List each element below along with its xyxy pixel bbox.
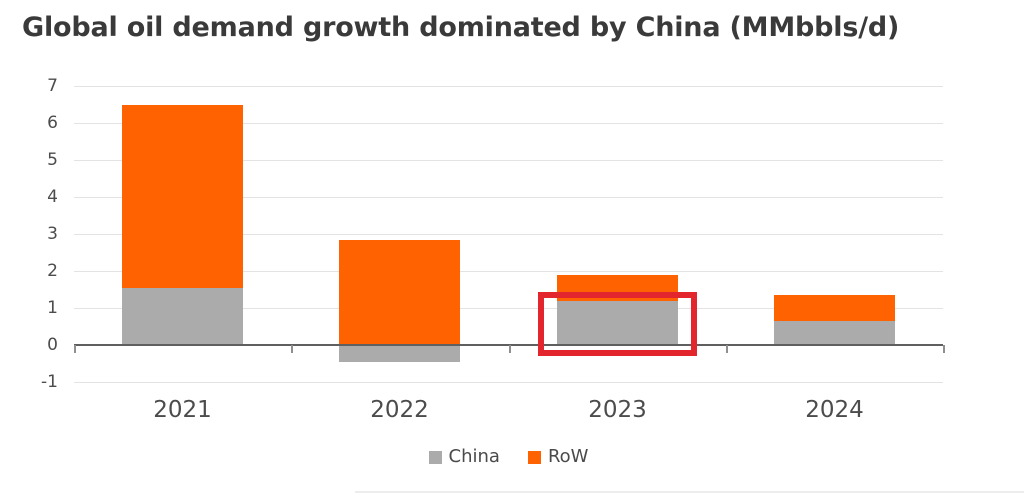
bar-segment-china-2024 — [774, 320, 895, 345]
bar-segment-row-2022 — [339, 239, 460, 345]
legend-swatch-icon — [428, 450, 442, 464]
y-axis-tick-label: 6 — [47, 113, 58, 133]
chart-legend: China RoW — [74, 446, 943, 468]
x-axis-tick — [509, 345, 511, 353]
gridline-y4 — [74, 197, 943, 198]
y-axis-tick-label: 0 — [47, 335, 58, 355]
gridline-y5 — [74, 160, 943, 161]
x-axis-tick — [291, 345, 293, 353]
x-axis-label-2023: 2023 — [588, 397, 647, 423]
legend-swatch-icon — [527, 450, 541, 464]
y-axis-tick-label: 4 — [47, 187, 58, 207]
gridline-y1 — [74, 308, 943, 309]
gridline-y6 — [74, 123, 943, 124]
gridline-y3 — [74, 234, 943, 235]
highlight-annotation-rect — [538, 292, 697, 356]
gridline-y2 — [74, 271, 943, 272]
x-axis-label-2022: 2022 — [370, 397, 429, 423]
y-axis-tick-label: 1 — [47, 298, 58, 318]
bar-segment-row-2024 — [774, 295, 895, 321]
x-axis-tick — [726, 345, 728, 353]
bar-segment-china-2022 — [339, 345, 460, 362]
legend-item-china: China — [428, 446, 500, 467]
y-axis-tick-label: -1 — [41, 372, 58, 392]
x-axis-line — [74, 344, 943, 346]
y-axis-tick-label: 2 — [47, 261, 58, 281]
gridline-y7 — [74, 86, 943, 87]
x-axis-label-2024: 2024 — [805, 397, 864, 423]
x-axis-tick — [943, 345, 945, 353]
y-axis-tick-label: 5 — [47, 150, 58, 170]
bar-segment-china-2021 — [122, 287, 243, 345]
bottom-divider — [355, 491, 1024, 493]
x-axis-label-2021: 2021 — [153, 397, 212, 423]
y-axis-tick-label: 3 — [47, 224, 58, 244]
bar-segment-china-2023 — [557, 300, 678, 345]
legend-label: RoW — [547, 446, 589, 467]
y-axis-tick-label: 7 — [47, 76, 58, 96]
legend-item-row: RoW — [527, 446, 589, 467]
x-axis-tick — [74, 345, 76, 353]
bar-segment-row-2021 — [122, 104, 243, 288]
chart-title: Global oil demand growth dominated by Ch… — [22, 12, 900, 43]
gridline-y-1 — [74, 382, 943, 383]
legend-label: China — [448, 446, 500, 467]
